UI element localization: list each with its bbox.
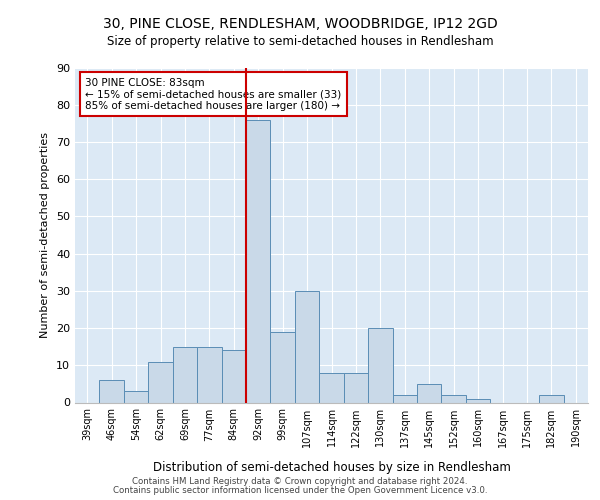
Bar [442, 395, 466, 402]
Y-axis label: Number of semi-detached properties: Number of semi-detached properties [40, 132, 50, 338]
Bar [392, 395, 417, 402]
Bar [100, 380, 124, 402]
Bar [417, 384, 442, 402]
Bar [221, 350, 246, 403]
Bar [271, 332, 295, 402]
Bar [197, 346, 221, 403]
Bar [466, 399, 490, 402]
Text: Size of property relative to semi-detached houses in Rendlesham: Size of property relative to semi-detach… [107, 35, 493, 48]
Bar [148, 362, 173, 403]
Bar [344, 372, 368, 402]
Bar [173, 346, 197, 403]
Bar [539, 395, 563, 402]
Text: Contains public sector information licensed under the Open Government Licence v3: Contains public sector information licen… [113, 486, 487, 495]
Bar [319, 372, 344, 402]
Text: 30, PINE CLOSE, RENDLESHAM, WOODBRIDGE, IP12 2GD: 30, PINE CLOSE, RENDLESHAM, WOODBRIDGE, … [103, 18, 497, 32]
X-axis label: Distribution of semi-detached houses by size in Rendlesham: Distribution of semi-detached houses by … [152, 460, 511, 473]
Text: Contains HM Land Registry data © Crown copyright and database right 2024.: Contains HM Land Registry data © Crown c… [132, 477, 468, 486]
Text: 30 PINE CLOSE: 83sqm
← 15% of semi-detached houses are smaller (33)
85% of semi-: 30 PINE CLOSE: 83sqm ← 15% of semi-detac… [85, 78, 341, 111]
Bar [124, 392, 148, 402]
Bar [246, 120, 271, 403]
Bar [368, 328, 392, 402]
Bar [295, 291, 319, 403]
